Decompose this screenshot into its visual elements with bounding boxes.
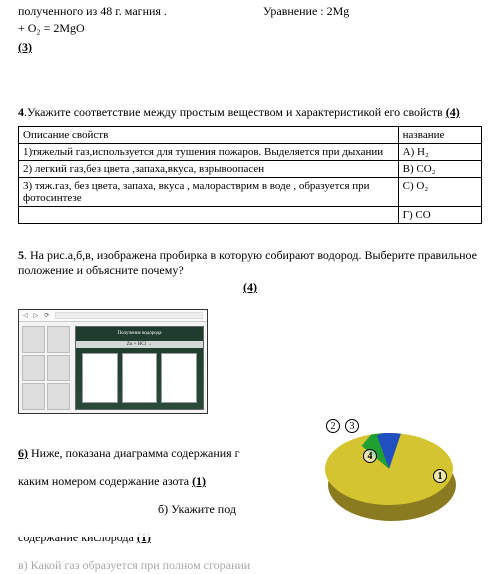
- table-header-row: Описание свойств название: [19, 127, 482, 144]
- cell-desc: 3) тяж.газ, без цвета, запаха, вкуса , м…: [19, 178, 399, 207]
- cell-desc: 1)тяжелый газ,используется для тушения п…: [19, 144, 399, 161]
- pie-label-1: 1: [433, 469, 447, 483]
- properties-table: Описание свойств название 1)тяжелый газ,…: [18, 126, 482, 224]
- slide-sub: Zn + HCl →: [76, 341, 203, 348]
- pie-chart: 1 4: [325, 427, 475, 522]
- q6-line4: в) Какой газ образуется при полном сгора…: [18, 558, 250, 572]
- q4-title: 4.Укажите соответствие между простым вещ…: [18, 105, 482, 120]
- table-row: 3) тяж.газ, без цвета, запаха, вкуса , м…: [19, 178, 482, 207]
- thumb-sidebar: [22, 326, 70, 410]
- thumb-slide: Получение водорода Zn + HCl →: [75, 326, 204, 410]
- pie-slice-blue: [377, 433, 449, 469]
- q5-mark: (4): [243, 280, 257, 294]
- cell-code: А) Н₂: [398, 144, 481, 161]
- thumb-browser-bar: ◁▷⟳: [19, 310, 207, 322]
- table-row: 2) легкий газ,без цвета ,запаха,вкуса, в…: [19, 161, 482, 178]
- cell-desc: 2) легкий газ,без цвета ,запаха,вкуса, в…: [19, 161, 399, 178]
- q3-text-right: Уравнение : 2Mg: [263, 4, 349, 18]
- q3-fragment: полученного из 48 г. магния . Уравнение …: [18, 4, 482, 19]
- q6-line2b: б) Укажите под: [158, 502, 236, 516]
- q6-line1: Ниже, показана диаграмма содержания г: [28, 446, 240, 460]
- q5-block: 5. На рис.а,б,в, изображена пробирка в к…: [18, 248, 482, 295]
- table-row: 1)тяжелый газ,используется для тушения п…: [19, 144, 482, 161]
- q5-text: . На рис.а,б,в, изображена пробирка в ко…: [18, 248, 477, 277]
- q3-mark: (3): [18, 40, 482, 55]
- q6-mark1: (1): [192, 474, 206, 488]
- cell-code: Г) СО: [398, 207, 481, 224]
- q6-number: 6): [18, 446, 28, 460]
- pie-top: [325, 433, 453, 505]
- cell-code: В) СО₂: [398, 161, 481, 178]
- pie-label-4: 4: [363, 449, 377, 463]
- cell-code: С) О₂: [398, 178, 481, 207]
- header-name: название: [398, 127, 481, 144]
- header-desc: Описание свойств: [19, 127, 399, 144]
- q3-text-left: полученного из 48 г. магния .: [18, 4, 167, 18]
- q6-line2: каким номером содержание азота: [18, 474, 192, 488]
- embedded-screenshot: ◁▷⟳ Получение водорода Zn + HCl →: [18, 309, 208, 414]
- cell-desc: [19, 207, 399, 224]
- slide-title: Получение водорода: [76, 331, 203, 336]
- q3-equation: + O₂ = 2MgO: [18, 21, 482, 36]
- q4-title-text: .Укажите соответствие между простым веще…: [24, 105, 446, 119]
- table-row: Г) СО: [19, 207, 482, 224]
- q4-mark: (4): [446, 105, 460, 119]
